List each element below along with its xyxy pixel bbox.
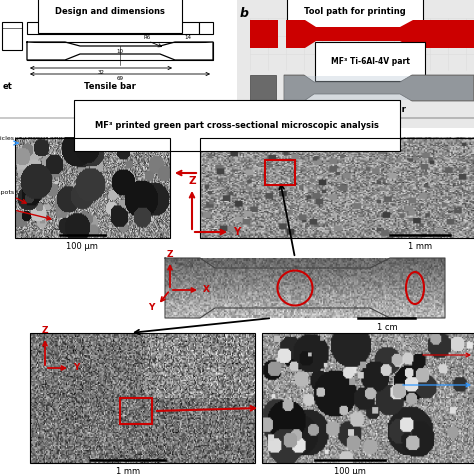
Text: Y: Y [233,227,240,237]
Text: Tool path for printing: Tool path for printing [304,7,406,16]
Text: b: b [240,7,249,20]
Text: 14: 14 [184,35,191,40]
Bar [27,42,213,60]
Text: Spherical spots: Spherical spots [0,190,14,195]
Bar [237,0,474,128]
Text: 32: 32 [98,70,104,75]
Text: 1 mm: 1 mm [116,467,140,474]
Bar [250,75,276,101]
Bar [250,20,278,48]
Bar [120,398,152,424]
Text: Tensile bar: Tensile bar [354,105,406,114]
Bar [265,160,295,185]
Text: Y: Y [73,364,79,373]
Text: X: X [203,285,210,294]
Text: 10: 10 [117,48,124,54]
Polygon shape [284,75,474,101]
Bar [2,22,22,50]
Text: Tablet: Tablet [248,105,278,114]
Text: Z: Z [167,250,173,259]
Bar [284,76,473,100]
Polygon shape [286,20,474,48]
Text: Design and dimensions: Design and dimensions [55,7,165,16]
Text: MF³ printed green part cross-sectional microscopic analysis: MF³ printed green part cross-sectional m… [95,121,379,130]
Text: Z: Z [188,176,196,186]
Text: Z: Z [42,326,48,335]
Bar [200,138,474,238]
Bar [0,0,237,128]
Text: et: et [3,82,13,91]
Text: Y: Y [149,303,155,312]
Text: 100 μm: 100 μm [66,242,98,251]
Bar [262,333,474,463]
Text: R6: R6 [143,35,151,39]
Polygon shape [175,42,213,60]
Bar [199,22,213,34]
Text: Powder particles: Powder particles [0,136,14,141]
Bar [15,138,170,238]
Text: Tensile bar: Tensile bar [84,82,136,91]
Bar [27,22,199,34]
Bar [30,333,255,463]
Text: 69: 69 [117,76,124,81]
Polygon shape [27,42,65,60]
Text: MF³ Ti-6Al-4V part: MF³ Ti-6Al-4V part [330,57,410,66]
Text: 1 mm: 1 mm [408,242,432,251]
Text: 100 μm: 100 μm [334,467,366,474]
Text: 1 cm: 1 cm [377,323,397,332]
